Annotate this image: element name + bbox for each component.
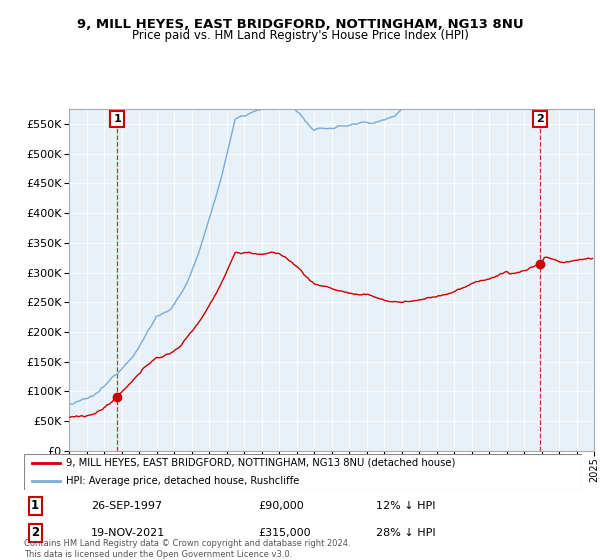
Text: 2: 2 bbox=[536, 114, 544, 124]
Text: 2: 2 bbox=[31, 526, 39, 539]
Text: 1: 1 bbox=[31, 499, 39, 512]
FancyBboxPatch shape bbox=[24, 454, 582, 490]
Text: 19-NOV-2021: 19-NOV-2021 bbox=[91, 528, 165, 538]
Text: 9, MILL HEYES, EAST BRIDGFORD, NOTTINGHAM, NG13 8NU (detached house): 9, MILL HEYES, EAST BRIDGFORD, NOTTINGHA… bbox=[66, 458, 455, 468]
Text: Contains HM Land Registry data © Crown copyright and database right 2024.
This d: Contains HM Land Registry data © Crown c… bbox=[24, 539, 350, 559]
Text: £90,000: £90,000 bbox=[259, 501, 304, 511]
Text: 1: 1 bbox=[113, 114, 121, 124]
Text: HPI: Average price, detached house, Rushcliffe: HPI: Average price, detached house, Rush… bbox=[66, 476, 299, 486]
Text: 9, MILL HEYES, EAST BRIDGFORD, NOTTINGHAM, NG13 8NU: 9, MILL HEYES, EAST BRIDGFORD, NOTTINGHA… bbox=[77, 18, 523, 31]
Text: Price paid vs. HM Land Registry's House Price Index (HPI): Price paid vs. HM Land Registry's House … bbox=[131, 29, 469, 42]
Text: 28% ↓ HPI: 28% ↓ HPI bbox=[376, 528, 435, 538]
Text: 12% ↓ HPI: 12% ↓ HPI bbox=[376, 501, 435, 511]
Text: £315,000: £315,000 bbox=[259, 528, 311, 538]
Text: 26-SEP-1997: 26-SEP-1997 bbox=[91, 501, 162, 511]
